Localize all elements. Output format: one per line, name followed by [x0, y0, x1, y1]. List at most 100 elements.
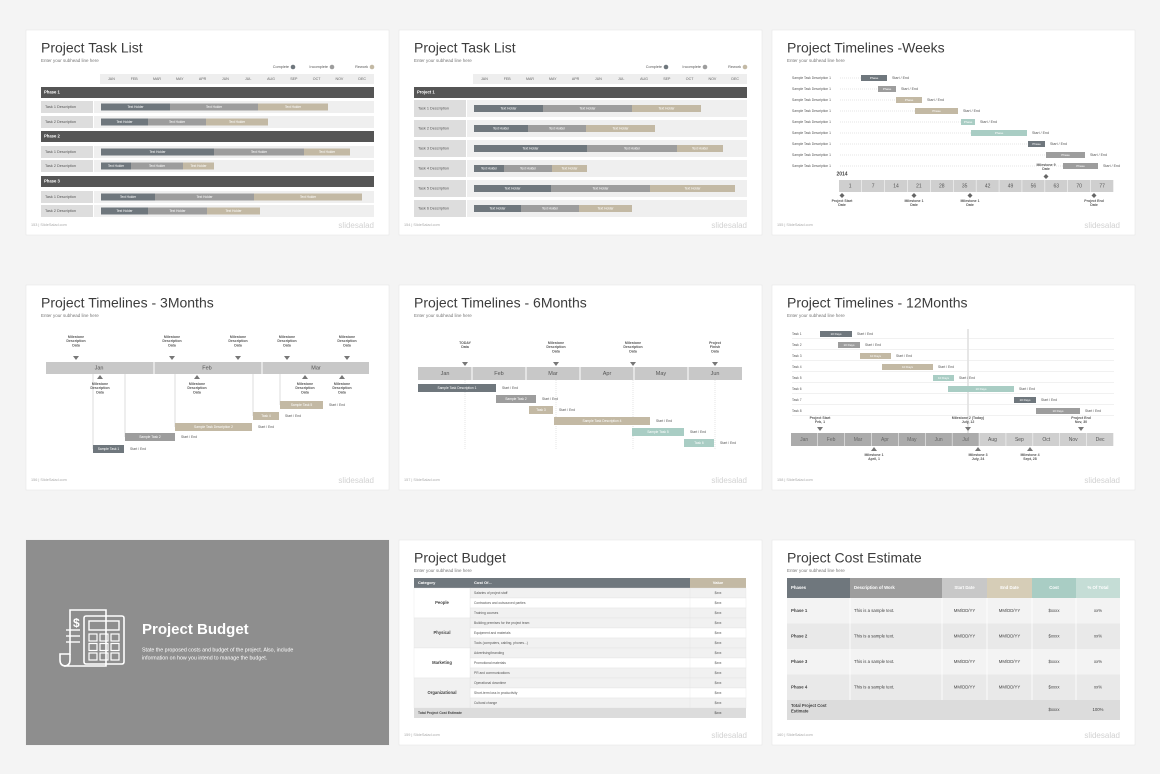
section-title: Project Budget	[142, 621, 249, 638]
week-label: 42	[985, 183, 991, 189]
slide-title: Project Timelines - 3Months	[41, 295, 214, 311]
task-bar	[971, 130, 1027, 136]
task-label: Task 3	[792, 354, 802, 358]
slide: Project Task List Enter your subhead line…	[25, 29, 390, 236]
task-bar-segment	[474, 125, 528, 132]
month-label: MAR	[153, 77, 161, 81]
header-label: Phases	[791, 585, 807, 590]
task-bar-segment	[148, 118, 206, 126]
slide-title: Project Timelines - 12Months	[787, 295, 968, 311]
table-cell: $xxxx	[1049, 659, 1061, 664]
brand-mark: slidesalad	[338, 221, 374, 230]
week-label: 63	[1054, 183, 1060, 189]
milestone-label: Milestone	[297, 382, 313, 386]
month-cell	[1033, 433, 1060, 446]
milestone-label: Milestone	[164, 335, 180, 339]
task-bar-segment	[207, 207, 260, 215]
segment-label: Text Holder	[493, 126, 510, 130]
task-label-cell	[41, 116, 93, 128]
month-cell	[898, 433, 925, 446]
header-cell	[787, 578, 850, 598]
segment-label: Text Holder	[285, 105, 302, 109]
segment-label: Text Holder	[481, 166, 498, 170]
month-label: May	[656, 371, 667, 377]
table-cell: MM/DD/YY	[999, 659, 1021, 664]
segment-label: Text Holder	[169, 209, 186, 213]
month-label: Feb	[202, 365, 211, 371]
header-cell	[1032, 578, 1076, 598]
year-label: 2014	[836, 171, 847, 177]
milestone-label: Description	[623, 345, 642, 349]
task-bar	[1014, 397, 1036, 403]
task-label: Task 2 Description	[45, 164, 76, 168]
bar-label: Phase	[932, 109, 941, 113]
header-label: Category	[418, 580, 436, 585]
task-bar	[554, 417, 650, 425]
month-label: AUG	[267, 77, 275, 81]
legend-label: Incomplete	[682, 65, 701, 69]
milestone-marker	[817, 427, 823, 431]
task-bar	[1028, 141, 1045, 147]
month-label: OCT	[686, 77, 694, 81]
table-row	[469, 647, 747, 659]
segment-label: Text Holder	[658, 106, 675, 110]
month-label: Jul	[962, 437, 968, 443]
task-bar-segment	[183, 162, 214, 170]
budget-icon	[88, 652, 98, 661]
milestone-label: Finish	[710, 345, 720, 349]
segment-label: Text Holder	[149, 150, 166, 154]
milestone-marker	[1043, 174, 1049, 179]
task-label: Sample Task 2	[505, 397, 527, 401]
task-bar	[860, 353, 891, 359]
total-row	[414, 708, 746, 718]
milestone-label: Milestone	[92, 382, 108, 386]
phase-label: Phase 1	[44, 90, 61, 95]
budget-icon	[88, 633, 98, 642]
milestone-marker	[339, 375, 345, 379]
item-label: Training courses	[474, 611, 499, 615]
segment-label: Text Holder	[149, 164, 166, 168]
section-background	[26, 540, 389, 745]
task-bar	[529, 406, 553, 414]
milestone-label: Milestone 4	[1020, 453, 1039, 457]
task-label: Sample Task Description 1	[792, 109, 831, 113]
item-label: Salaries of project staff	[474, 591, 508, 595]
task-note: Start / End	[258, 425, 274, 429]
task-bar-segment	[551, 185, 650, 192]
total-cost: $xxxx	[1049, 707, 1061, 712]
month-label: Nov	[1069, 437, 1078, 443]
task-label-cell	[414, 160, 466, 177]
header-label: Description of Work	[854, 585, 895, 590]
month-label: JUN	[595, 77, 602, 81]
bar-label: 10 Days	[1052, 409, 1064, 413]
month-label: NOV	[709, 77, 717, 81]
task-bar	[861, 75, 887, 81]
week-cell	[839, 180, 862, 192]
brand-mark: slidesalad	[338, 476, 374, 485]
task-label: Task 6 Description	[418, 207, 449, 211]
slide-background	[771, 29, 1136, 236]
task-bar	[915, 108, 958, 114]
task-bar-segment	[587, 145, 677, 152]
month-label: OCT	[313, 77, 321, 81]
bar-note: Start / End	[927, 98, 944, 102]
milestone-marker	[462, 362, 468, 366]
slide: Project Timelines - 12Months Enter your s…	[771, 284, 1136, 491]
month-cell	[979, 433, 1006, 446]
task-label: Task 7	[792, 398, 802, 402]
budget-icon	[110, 633, 120, 642]
milestone-marker	[871, 447, 877, 451]
month-label: DEC	[731, 77, 739, 81]
total-label: Estimate	[791, 709, 809, 714]
milestone-label: Description	[295, 386, 314, 390]
task-note: Start / End	[690, 430, 706, 434]
task-label: Task 2 Description	[418, 127, 449, 131]
task-bar	[125, 433, 175, 441]
week-label: 21	[916, 183, 922, 189]
bar-label: 10 Days	[843, 343, 855, 347]
bar-label: 10 Days	[830, 332, 842, 336]
month-cell	[1086, 433, 1114, 446]
segment-label: Text Holder	[127, 105, 144, 109]
item-value: $xxx	[715, 601, 722, 605]
header-label: % Of Total	[1088, 585, 1109, 590]
